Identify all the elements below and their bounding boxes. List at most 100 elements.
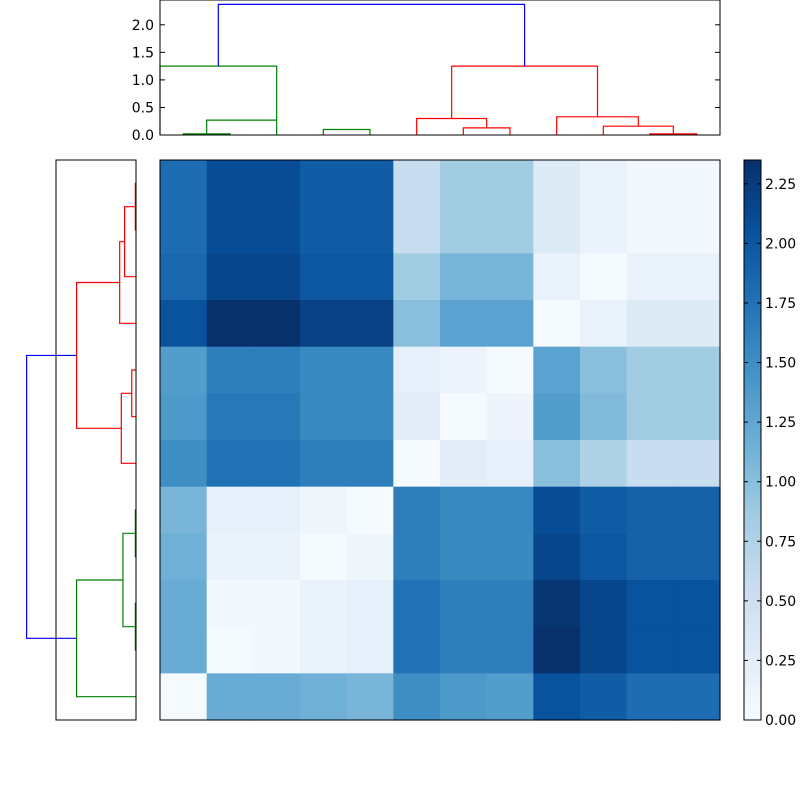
heatmap-cell bbox=[626, 673, 674, 721]
top-dendrogram-tick-label: 1.5 bbox=[132, 45, 154, 61]
heatmap-cell bbox=[160, 626, 208, 674]
heatmap-cell bbox=[206, 533, 254, 581]
heatmap-cell bbox=[440, 393, 488, 441]
left-dendrogram-link bbox=[120, 392, 136, 464]
heatmap-cell bbox=[160, 346, 208, 394]
heatmap-cell bbox=[346, 300, 394, 348]
heatmap-cell bbox=[580, 626, 628, 674]
top-dendrogram bbox=[159, 3, 698, 135]
heatmap-cell bbox=[533, 346, 581, 394]
top-dendrogram-link bbox=[217, 3, 526, 67]
heatmap-cell bbox=[486, 533, 534, 581]
heatmap-cell bbox=[533, 580, 581, 628]
heatmap-cell bbox=[533, 486, 581, 534]
heatmap-cell bbox=[253, 253, 301, 301]
heatmap-cell bbox=[346, 160, 394, 208]
left-dendrogram-frame bbox=[55, 159, 137, 721]
heatmap-cell bbox=[206, 160, 254, 208]
heatmap-cell bbox=[253, 346, 301, 394]
top-dendrogram-frame bbox=[159, 0, 721, 136]
heatmap-cell bbox=[533, 300, 581, 348]
heatmap-cell bbox=[626, 533, 674, 581]
top-dendrogram-tick-label: 0.5 bbox=[132, 100, 154, 116]
heatmap-cell bbox=[486, 673, 534, 721]
top-dendrogram-link bbox=[462, 127, 511, 135]
heatmap-cell bbox=[440, 673, 488, 721]
heatmap-cell bbox=[346, 393, 394, 441]
heatmap-cell bbox=[673, 393, 721, 441]
heatmap-cell bbox=[393, 346, 441, 394]
heatmap-cell bbox=[300, 300, 348, 348]
heatmap-cell bbox=[580, 300, 628, 348]
top-dendrogram-link bbox=[416, 117, 488, 135]
heatmap-cell bbox=[626, 160, 674, 208]
heatmap-cell bbox=[626, 206, 674, 254]
heatmap-cell bbox=[160, 673, 208, 721]
heatmap-cell bbox=[253, 206, 301, 254]
heatmap-cell bbox=[346, 580, 394, 628]
heatmap-cell bbox=[253, 160, 301, 208]
left-dendrogram-link bbox=[122, 532, 136, 628]
heatmap-cell bbox=[673, 486, 721, 534]
heatmap-cell bbox=[486, 626, 534, 674]
heatmap-cell bbox=[626, 393, 674, 441]
heatmap-cell bbox=[300, 673, 348, 721]
heatmap-cell bbox=[393, 533, 441, 581]
heatmap-cell bbox=[253, 626, 301, 674]
heatmap-cell bbox=[533, 533, 581, 581]
heatmap-cell bbox=[206, 346, 254, 394]
heatmap-cell bbox=[346, 486, 394, 534]
heatmap-cell bbox=[580, 440, 628, 488]
heatmap-cell bbox=[673, 440, 721, 488]
heatmap-cell bbox=[580, 253, 628, 301]
heatmap-cell bbox=[673, 580, 721, 628]
heatmap-cell bbox=[393, 440, 441, 488]
heatmap-cell bbox=[300, 440, 348, 488]
heatmap-cell bbox=[626, 346, 674, 394]
colorbar: 0.00 0.25 0.50 0.75 1.00 1.25 1.50 1.75 2.00 2.25 bbox=[743, 159, 796, 729]
heatmap-cell bbox=[300, 580, 348, 628]
heatmap-cell bbox=[580, 673, 628, 721]
colorbar-tick-label: 1.00 bbox=[765, 475, 796, 491]
heatmap-cell bbox=[486, 393, 534, 441]
heatmap-cell bbox=[440, 440, 488, 488]
heatmap-cell bbox=[346, 626, 394, 674]
heatmap-cell bbox=[580, 160, 628, 208]
heatmap-cell bbox=[206, 626, 254, 674]
heatmap-cell bbox=[206, 206, 254, 254]
heatmap-cell bbox=[346, 346, 394, 394]
heatmap-cell bbox=[533, 626, 581, 674]
heatmap-cell bbox=[253, 440, 301, 488]
heatmap-cell bbox=[300, 253, 348, 301]
heatmap-cell bbox=[346, 673, 394, 721]
heatmap-cell bbox=[346, 533, 394, 581]
heatmap-cell bbox=[486, 160, 534, 208]
heatmap-cell bbox=[300, 160, 348, 208]
heatmap-cell bbox=[533, 206, 581, 254]
left-dendrogram-link bbox=[75, 281, 122, 429]
colorbar-tick-label: 2.00 bbox=[765, 236, 796, 252]
top-dendrogram-link bbox=[206, 119, 278, 135]
heatmap-cell bbox=[300, 346, 348, 394]
heatmap-cell bbox=[580, 580, 628, 628]
heatmap-cells bbox=[160, 160, 721, 721]
heatmap-cell bbox=[580, 486, 628, 534]
top-dendrogram-link bbox=[451, 65, 599, 119]
heatmap-cell bbox=[160, 253, 208, 301]
left-dendrogram-link bbox=[26, 354, 77, 639]
heatmap-cell bbox=[440, 346, 488, 394]
heatmap-cell bbox=[673, 533, 721, 581]
heatmap-cell bbox=[533, 393, 581, 441]
heatmap-cell bbox=[486, 206, 534, 254]
heatmap-cell bbox=[440, 300, 488, 348]
colorbar-tick-label: 0.50 bbox=[765, 594, 796, 610]
heatmap-cell bbox=[300, 626, 348, 674]
heatmap-cell bbox=[160, 393, 208, 441]
heatmap-cell bbox=[626, 486, 674, 534]
heatmap-cell bbox=[160, 486, 208, 534]
heatmap-cell bbox=[160, 440, 208, 488]
heatmap-cell bbox=[440, 253, 488, 301]
colorbar-tick-label: 1.50 bbox=[765, 356, 796, 372]
heatmap-cell bbox=[486, 300, 534, 348]
